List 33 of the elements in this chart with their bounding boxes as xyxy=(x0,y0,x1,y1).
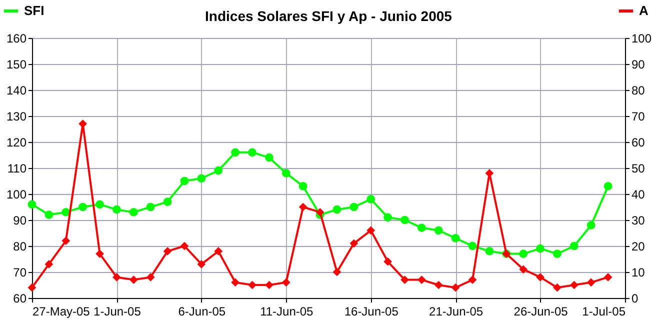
y-tick-label: 60 xyxy=(13,292,27,306)
y2-tick-label: 100 xyxy=(632,32,652,46)
x-tick-label: 1-Jul-05 xyxy=(582,304,626,318)
y-tick-label: 150 xyxy=(6,58,27,72)
y-tick-label: 110 xyxy=(7,162,27,176)
y2-tick-label: 70 xyxy=(632,110,646,124)
y2-tick-label: 40 xyxy=(632,188,646,202)
y-tick-label: 160 xyxy=(6,32,27,46)
y2-tick-label: 50 xyxy=(632,162,646,176)
y2-tick-label: 60 xyxy=(632,136,646,150)
y-tick-label: 70 xyxy=(13,266,27,280)
y2-tick-label: 80 xyxy=(632,84,646,98)
y2-tick-label: 0 xyxy=(632,292,638,306)
x-tick-label: 1-Jun-05 xyxy=(94,304,142,318)
y2-tick-label: 30 xyxy=(632,214,646,228)
y-tick-label: 100 xyxy=(6,188,27,202)
x-tick-label: 26-Jun-05 xyxy=(514,304,568,318)
x-tick-label: 27-May-05 xyxy=(32,304,90,318)
y-tick-label: 140 xyxy=(6,84,27,98)
y2-tick-label: 10 xyxy=(632,266,646,280)
legend-label: A xyxy=(639,3,649,18)
y-tick-label: 80 xyxy=(13,240,27,254)
y-tick-label: 130 xyxy=(6,110,27,124)
y2-tick-label: 90 xyxy=(632,58,646,72)
y-tick-label: 120 xyxy=(6,136,27,150)
legend-label: SFI xyxy=(24,3,44,18)
x-tick-label: 6-Jun-05 xyxy=(178,304,226,318)
y2-tick-label: 20 xyxy=(632,240,646,254)
x-tick-label: 21-Jun-05 xyxy=(429,304,484,318)
y-tick-label: 90 xyxy=(13,214,27,228)
chart-title: Indices Solares SFI y Ap - Junio 2005 xyxy=(205,8,452,24)
x-tick-label: 11-Jun-05 xyxy=(260,304,314,318)
x-tick-label: 16-Jun-05 xyxy=(344,304,399,318)
